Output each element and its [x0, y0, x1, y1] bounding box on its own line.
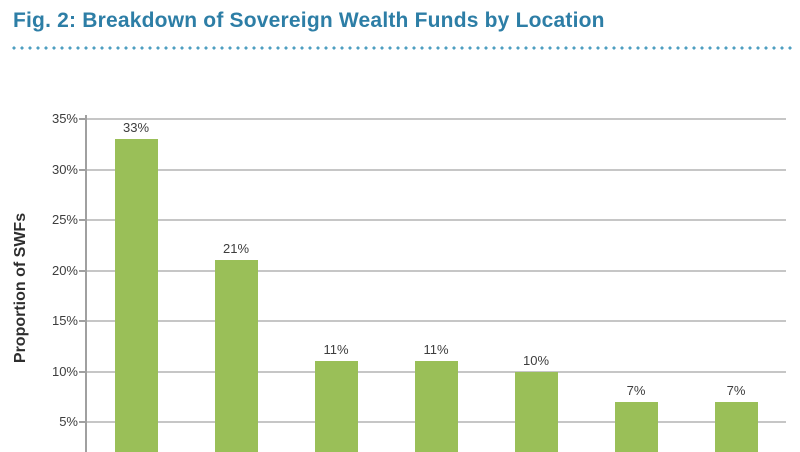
gridline-25 [86, 219, 786, 221]
y-tick-label-15: 15% [51, 313, 78, 328]
bar-value-label-1: 33% [122, 120, 150, 136]
bar-2 [214, 260, 258, 452]
y-tick-label-20: 20% [51, 262, 78, 278]
bar-value-label-7: 7% [726, 382, 746, 398]
bar-1 [114, 139, 158, 452]
y-tick-mark-35 [79, 118, 86, 120]
gridline-20 [86, 269, 786, 272]
y-axis-line [85, 115, 87, 452]
bar-3 [314, 361, 358, 452]
y-tick-mark-10 [79, 370, 86, 373]
bar-value-label-2: 21% [222, 241, 250, 257]
y-tick-mark-20 [79, 269, 86, 272]
y-tick-label-5: 5% [59, 414, 78, 429]
bar-value-label-3: 11% [323, 342, 349, 358]
gridline-30 [86, 168, 786, 171]
bar-value-label-4: 11% [423, 342, 449, 358]
gridline-35 [86, 118, 786, 120]
bar-value-label-5: 10% [522, 352, 550, 368]
y-tick-label-30: 30% [51, 161, 78, 177]
bar-value-label-6: 7% [626, 382, 646, 398]
bar-5 [514, 371, 558, 452]
bar-7 [714, 401, 758, 452]
gridline-15 [86, 320, 786, 322]
y-tick-mark-15 [79, 320, 86, 322]
bar-6 [614, 401, 658, 452]
y-tick-label-10: 10% [51, 363, 78, 379]
y-tick-mark-5 [79, 421, 86, 423]
y-tick-mark-25 [79, 219, 86, 221]
dotted-divider [10, 46, 792, 50]
y-tick-label-35: 35% [51, 111, 78, 126]
figure-title: Fig. 2: Breakdown of Sovereign Wealth Fu… [13, 9, 605, 32]
bar-4 [414, 361, 458, 452]
y-tick-label-25: 25% [51, 212, 78, 227]
y-tick-mark-30 [79, 168, 86, 171]
